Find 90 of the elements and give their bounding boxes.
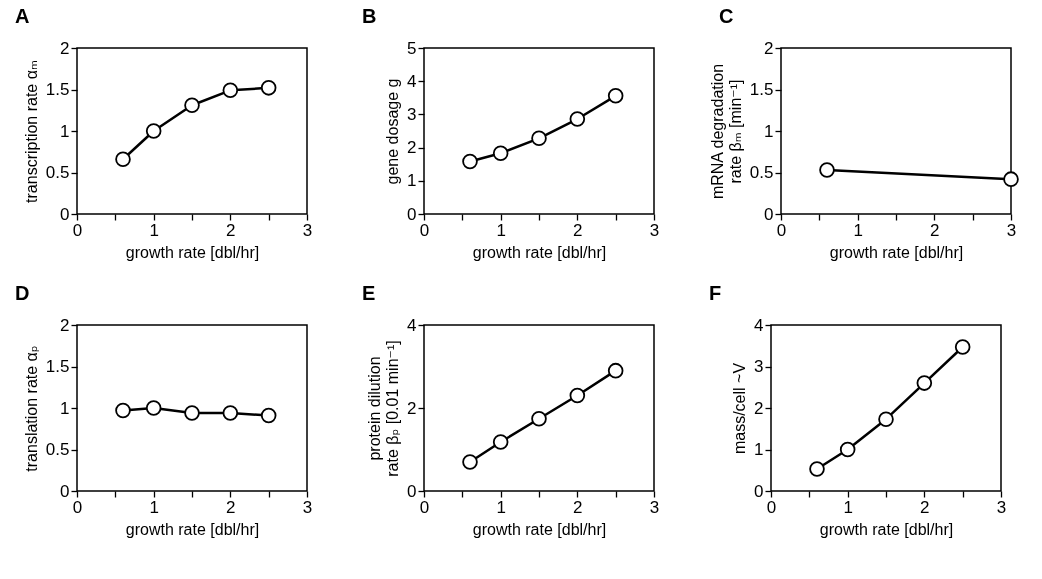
y-axis-title: transcription rate αₘ [22,60,40,203]
point [569,387,586,404]
point [115,402,131,419]
point [145,400,162,416]
x-tick-label: 3 [649,220,660,240]
x-axis-title: growth rate [dbl/hr] [829,243,964,261]
point [184,405,200,421]
y-axis-title: mass/cell ~V [731,362,749,455]
chart-title: D [15,282,30,304]
point [492,145,509,162]
point [607,362,624,379]
x-tick-label: 1 [149,220,159,240]
x-tick-label: 2 [920,497,930,517]
y-tick-label: 1.5 [749,80,774,99]
x-tick-label: 3 [302,220,313,240]
point [115,151,131,167]
x-tick-label: 2 [930,220,940,240]
y-tick-label: 1 [764,121,774,141]
x-tick-label: 3 [996,497,1007,517]
y-tick-label: 0 [60,481,70,501]
x-tick-label: 3 [649,497,660,517]
x-tick-label: 1 [149,497,159,517]
point [954,339,971,355]
point [809,461,825,477]
y-tick-label: 2 [60,315,70,335]
point [260,80,277,96]
y-tick-label: 2 [407,138,417,158]
chart-title: F [709,282,722,304]
x-tick-label: 1 [496,220,506,240]
point [222,405,239,421]
chart-title: E [362,282,376,304]
point [916,375,933,391]
x-tick-label: 2 [573,497,583,517]
y-tick-label: 1 [754,440,764,459]
point [531,130,547,147]
x-axis-title: growth rate [dbl/hr] [819,520,954,538]
y-tick-label: 2 [764,38,774,58]
x-tick-label: 1 [843,497,853,517]
y-tick-label: 0 [60,204,70,224]
y-tick-label: 3 [754,357,764,376]
x-axis-title: growth rate [dbl/hr] [125,243,260,261]
y-tick-label: 5 [407,38,417,58]
y-tick-label: 4 [754,315,764,335]
x-tick-label: 2 [226,497,236,517]
y-tick-label: 0 [764,204,774,224]
y-tick-label: 0 [407,204,417,224]
y-axis-title: protein dilution rate βₚ [0.01 min⁻¹] [366,340,402,477]
y-axis-title: translation rate αₚ [22,345,40,472]
y-tick-label: 4 [407,315,417,335]
y-tick-label: 0.5 [45,163,70,182]
y-tick-label: 1.5 [45,357,70,376]
point [839,441,856,458]
point [531,411,547,427]
point [569,111,586,127]
y-tick-label: 2 [60,38,70,58]
x-tick-label: 3 [302,497,313,517]
y-tick-label: 3 [407,104,417,124]
point [145,123,162,139]
chart-title: B [362,5,377,27]
point [607,88,624,104]
y-tick-label: 0.5 [749,163,774,182]
y-tick-label: 1.5 [45,80,70,99]
x-axis-title: growth rate [dbl/hr] [472,243,607,261]
point [462,153,478,170]
y-tick-label: 1 [60,121,70,141]
x-tick-label: 2 [226,220,236,240]
point [184,97,200,114]
y-tick-label: 0.5 [45,440,70,459]
y-axis-title: gene dosage g [384,78,402,185]
y-tick-label: 0 [754,481,764,501]
y-tick-label: 4 [407,71,417,91]
point [260,407,277,424]
chart-title: C [719,5,734,27]
y-tick-label: 2 [407,398,417,418]
x-axis-title: growth rate [dbl/hr] [125,520,260,538]
chart-title: A [15,5,30,27]
x-tick-label: 1 [496,497,506,517]
y-tick-label: 1 [60,398,70,418]
point [462,454,478,470]
point [492,434,509,450]
x-tick-label: 2 [573,220,583,240]
x-tick-label: 3 [1006,220,1017,240]
y-axis-title: mRNA degradation rate βₘ [min⁻¹] [708,63,744,200]
point [222,82,239,99]
y-tick-label: 1 [407,171,417,191]
y-tick-label: 2 [754,398,764,418]
x-tick-label: 1 [853,220,863,240]
point [878,411,894,427]
y-tick-label: 0 [407,481,417,501]
x-axis-title: growth rate [dbl/hr] [472,520,607,538]
